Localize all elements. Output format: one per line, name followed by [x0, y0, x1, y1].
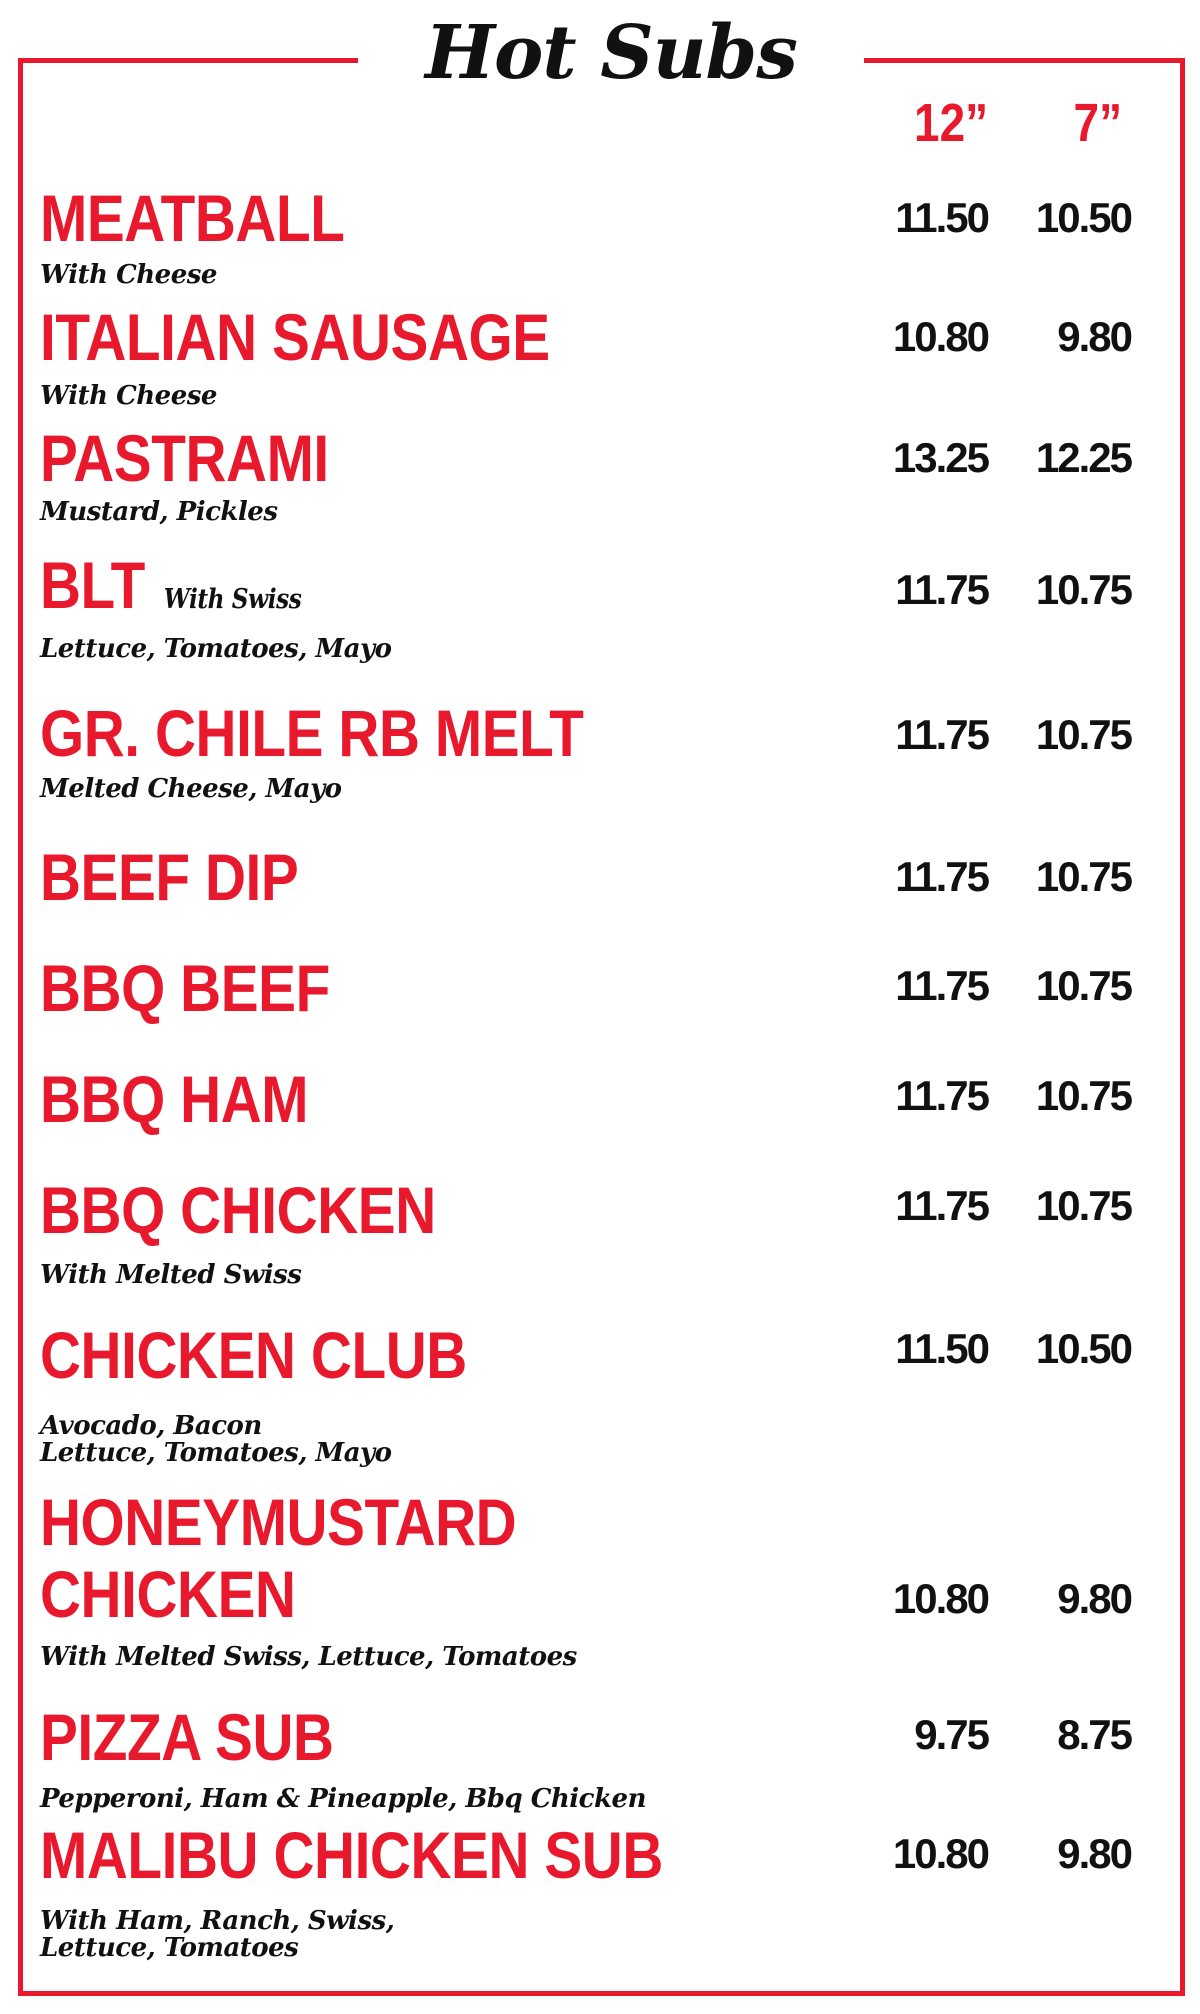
item-name-text: CHICKEN [40, 1557, 296, 1631]
price-12-inch: 11.75 [895, 1182, 990, 1229]
description-line: With Melted Swiss [40, 1260, 302, 1290]
price-7-inch: 12.25 [1035, 434, 1133, 481]
price-12-inch: 11.75 [895, 566, 990, 613]
price-7-inch: 8.75 [1057, 1711, 1133, 1758]
item-name: BBQ CHICKEN [40, 1174, 436, 1246]
price-12-inch: 10.80 [892, 1575, 990, 1622]
description-line: With Melted Swiss, Lettuce, Tomatoes [40, 1642, 577, 1672]
price-12-inch: 11.50 [895, 1325, 990, 1372]
description-line: Pepperoni, Ham & Pineapple, Bbq Chicken [40, 1784, 646, 1814]
item-name: ITALIAN SAUSAGE [40, 301, 550, 373]
item-name: MEATBALL [40, 181, 345, 255]
item-description: Lettuce, Tomatoes, Mayo [40, 636, 392, 663]
price-7-inch: 10.50 [1035, 194, 1133, 241]
item-name: GR. CHILE RB MELT [40, 696, 584, 770]
price-12-inch: 11.75 [895, 853, 990, 900]
price-7-inch: 10.75 [1035, 1182, 1133, 1229]
price-7-inch: 10.75 [1035, 962, 1133, 1009]
item-name: BLT With Swiss [40, 548, 302, 636]
price-12-inch: 9.75 [914, 1711, 990, 1758]
item-name: CHICKEN CLUB [40, 1319, 467, 1391]
item-description: With Cheese [40, 262, 217, 289]
price-7-inch: 10.75 [1035, 711, 1133, 758]
description-line: Lettuce, Tomatoes [40, 1933, 299, 1963]
title-gap [358, 40, 864, 80]
price-12-inch: 11.75 [895, 962, 990, 1009]
menu-title: Hot Subs [425, 10, 798, 96]
item-description: Pepperoni, Ham & Pineapple, Bbq Chicken [40, 1786, 646, 1813]
item-name-text: CHICKEN CLUB [40, 1318, 467, 1392]
price-7-inch: 9.80 [1057, 1575, 1133, 1622]
item-name: PIZZA SUB [40, 1701, 334, 1773]
price-12-inch: 11.50 [895, 194, 990, 241]
price-7-inch: 10.75 [1035, 1072, 1133, 1119]
description-line: With Ham, Ranch, Swiss, [40, 1906, 395, 1936]
item-name-text: PIZZA SUB [40, 1700, 334, 1774]
item-description: Avocado, Bacon Lettuce, Tomatoes, Mayo [40, 1413, 392, 1467]
item-name-text: MEATBALL [40, 181, 345, 255]
item-name-text: BEEF DIP [40, 840, 299, 914]
item-name-text: BBQ HAM [40, 1062, 309, 1136]
item-name-text: PASTRAMI [40, 421, 329, 495]
price-12-inch: 13.25 [892, 434, 990, 481]
price-7-inch: 9.80 [1057, 313, 1133, 360]
description-line: Lettuce, Tomatoes, Mayo [40, 634, 392, 664]
item-name-text: BBQ BEEF [40, 951, 330, 1025]
size-header-7: 7” [1073, 93, 1122, 153]
description-line: Avocado, Bacon [40, 1411, 262, 1441]
item-name: CHICKEN [40, 1558, 296, 1630]
item-name-text: BBQ CHICKEN [40, 1173, 436, 1247]
price-12-inch: 11.75 [895, 711, 990, 758]
description-line: Mustard, Pickles [40, 497, 278, 527]
price-7-inch: 10.75 [1035, 566, 1133, 613]
item-description: With Ham, Ranch, Swiss, Lettuce, Tomatoes [40, 1906, 395, 1963]
price-7-inch: 10.75 [1035, 853, 1133, 900]
item-description: Mustard, Pickles [40, 499, 278, 526]
description-line: Melted Cheese, Mayo [40, 774, 342, 804]
item-name-text: MALIBU CHICKEN SUB [40, 1818, 663, 1892]
price-12-inch: 10.80 [892, 313, 990, 360]
price-12-inch: 10.80 [892, 1830, 990, 1877]
price-7-inch: 9.80 [1057, 1830, 1133, 1877]
item-note: With Swiss [163, 584, 302, 615]
item-name: BBQ BEEF [40, 952, 330, 1024]
item-name: BBQ HAM [40, 1062, 309, 1136]
description-line: Lettuce, Tomatoes, Mayo [40, 1438, 392, 1468]
item-description: With Melted Swiss, Lettuce, Tomatoes [40, 1644, 577, 1671]
description-line: With Cheese [40, 381, 217, 411]
item-name: PASTRAMI [40, 422, 329, 494]
item-name-text: ITALIAN SAUSAGE [40, 300, 550, 374]
item-description: With Melted Swiss [40, 1260, 302, 1290]
item-description: Melted Cheese, Mayo [40, 776, 342, 803]
item-name: BEEF DIP [40, 840, 299, 914]
price-7-inch: 10.50 [1035, 1325, 1133, 1372]
price-12-inch: 11.75 [895, 1072, 990, 1119]
item-name: HONEYMUSTARD [40, 1485, 517, 1559]
item-name: MALIBU CHICKEN SUB [40, 1819, 663, 1891]
item-name-text: BLT [40, 548, 145, 622]
item-description: With Cheese [40, 383, 217, 410]
item-name-text: HONEYMUSTARD [40, 1485, 517, 1559]
description-line: With Cheese [40, 260, 217, 290]
item-name-text: GR. CHILE RB MELT [40, 696, 584, 770]
size-header-12: 12” [913, 93, 988, 153]
